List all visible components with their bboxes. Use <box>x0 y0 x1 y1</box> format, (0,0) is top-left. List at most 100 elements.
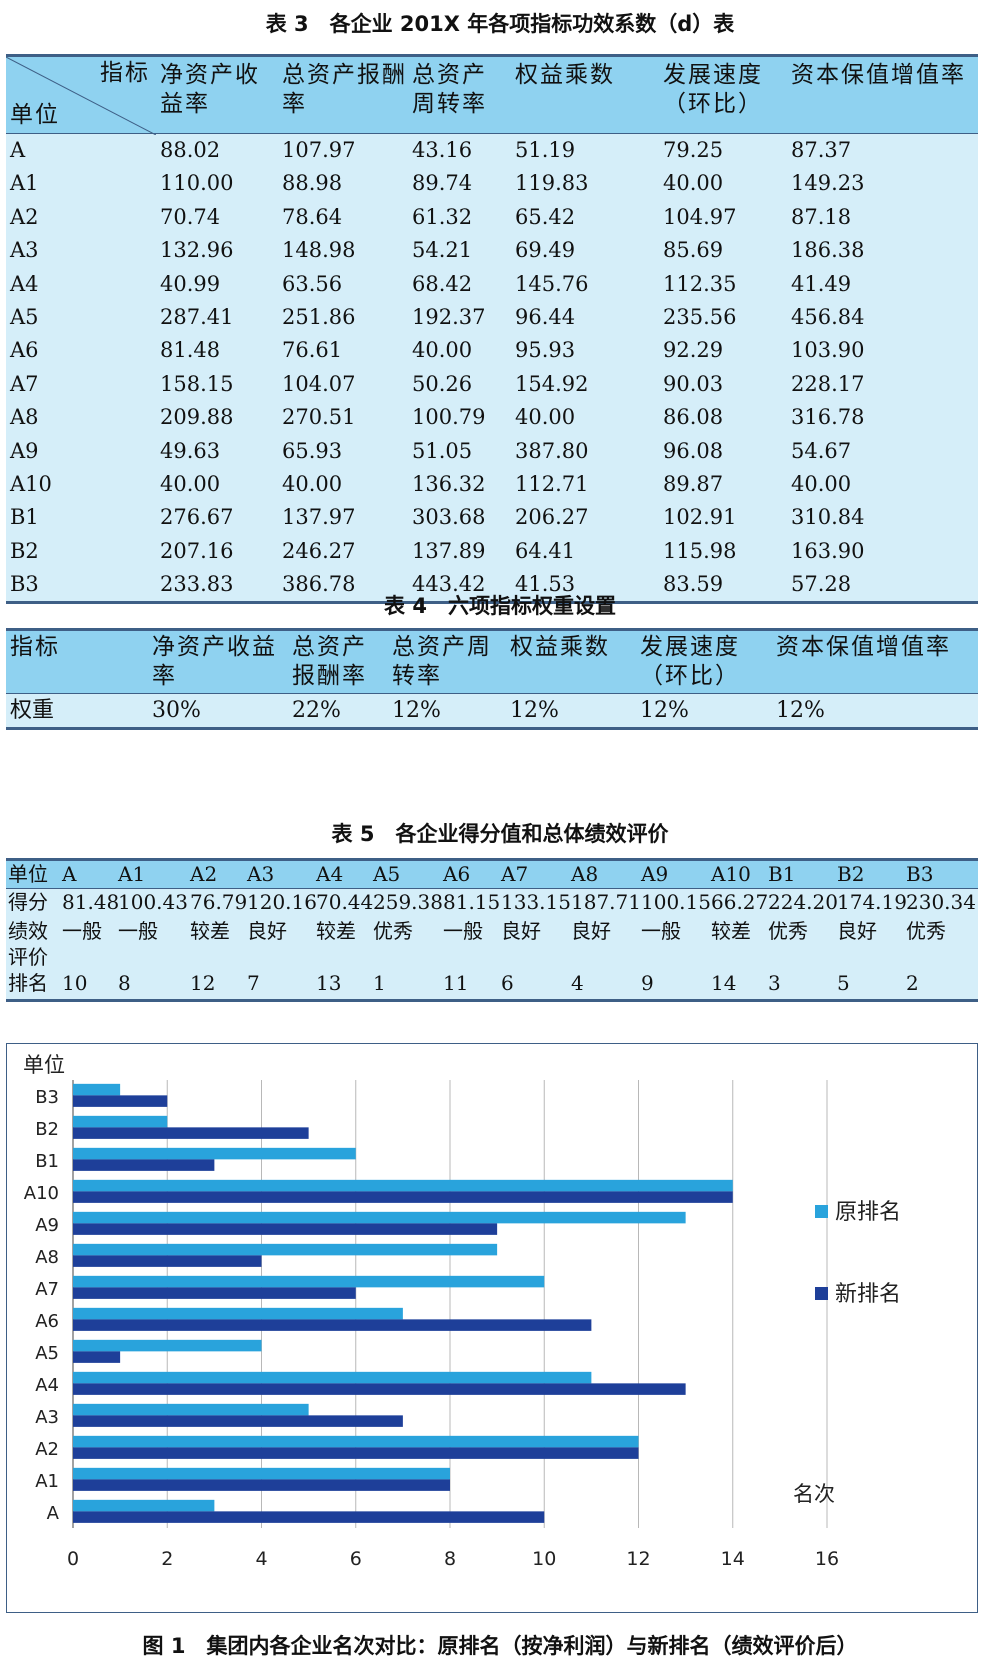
table5-rank-cell: 14 <box>711 971 737 995</box>
table3-value-cell: 54.21 <box>412 238 473 263</box>
table5-score-cell: 76.79 <box>190 890 248 914</box>
y-tick-label: A1 <box>35 1471 59 1492</box>
y-tick-label: A <box>47 1503 60 1524</box>
bar-new-rank <box>73 1511 545 1523</box>
table5-rank-cell: 7 <box>247 971 260 995</box>
table3-value-cell: 90.03 <box>663 371 724 396</box>
x-tick-label: 6 <box>350 1548 362 1570</box>
table4-cell: 12% <box>776 698 825 723</box>
bar-original-rank <box>73 1403 309 1416</box>
bar-new-rank <box>73 1415 403 1427</box>
table3-value-cell: 154.92 <box>515 371 589 396</box>
table3-value-cell: 83.59 <box>663 572 724 597</box>
bar-original-rank <box>73 1307 403 1320</box>
table3-value-cell: 145.76 <box>515 271 589 296</box>
table3-header-row: 指标 单位 净资产收益率 总资产报酬率 总资产周转率 权益乘数 发展速度（环比）… <box>6 55 978 135</box>
table5-score-cell: 70.44 <box>316 890 374 914</box>
x-tick-label: 8 <box>444 1548 456 1570</box>
bar-new-rank <box>73 1095 168 1107</box>
eval-label-line2: 评价 <box>8 945 48 969</box>
table3-unit-cell: B2 <box>10 538 39 563</box>
table5-score-row: 得分 81.48 100.43 76.79 120.16 70.44 259.38 81.1… <box>6 889 978 919</box>
x-tick-label: 12 <box>626 1548 650 1570</box>
bar-new-rank <box>73 1255 262 1267</box>
table5-score-cell: 100.15 <box>641 890 711 914</box>
table4-cell: 30% <box>152 698 201 723</box>
bar-new-rank <box>73 1223 498 1235</box>
table3-unit-cell: A5 <box>10 304 39 329</box>
bar-new-rank <box>73 1383 686 1395</box>
table3-row: A6 81.48 76.61 40.00 95.93 92.29 103.90 <box>6 334 978 367</box>
table5-unit-header: A8 <box>571 862 599 886</box>
table3-value-cell: 387.80 <box>515 438 589 463</box>
table5-unit-header: A5 <box>373 862 401 886</box>
table5-caption: 表 5 各企业得分值和总体绩效评价 <box>331 822 669 846</box>
table3-header-cell: 权益乘数 <box>515 62 615 88</box>
table3-value-cell: 96.08 <box>663 438 724 463</box>
table3-row: A3 132.96 148.98 54.21 69.49 85.69 186.38 <box>6 234 978 267</box>
table3-value-cell: 57.28 <box>791 572 852 597</box>
y-tick-label: A2 <box>35 1439 59 1460</box>
table5-score-cell: 224.20 <box>768 890 838 914</box>
table5-rank-cell: 13 <box>316 971 342 995</box>
table3-value-cell: 206.27 <box>515 505 589 530</box>
table3-value-cell: 40.99 <box>160 271 221 296</box>
table5-unit-header: A1 <box>118 862 146 886</box>
table3-value-cell: 76.61 <box>282 338 343 363</box>
table3-value-cell: 81.48 <box>160 338 221 363</box>
legend-label: 新排名 <box>835 1282 901 1307</box>
table4-cell: 12% <box>510 698 559 723</box>
table3-row: B3 233.83 386.78 443.42 41.53 83.59 57.28 <box>6 568 978 603</box>
table3-value-cell: 228.17 <box>791 371 865 396</box>
table5-unit-header: B2 <box>837 862 865 886</box>
bar-original-rank <box>73 1083 121 1096</box>
table3-value-cell: 163.90 <box>791 538 865 563</box>
table5-rank-cell: 4 <box>571 971 584 995</box>
table3-value-cell: 41.53 <box>515 572 576 597</box>
table3-unit-cell: A6 <box>10 338 39 363</box>
table3-row: A5 287.41 251.86 192.37 96.44 235.56 456.84 <box>6 301 978 334</box>
table4-cell: 12% <box>392 698 441 723</box>
table3-value-cell: 63.56 <box>282 271 343 296</box>
y-tick-label: A9 <box>35 1215 59 1236</box>
table5-header-label: 单位 <box>8 862 48 886</box>
figure1-caption: 图 1 集团内各企业名次对比：原排名（按净利润）与新排名（绩效评价后） <box>142 1634 858 1658</box>
table3-value-cell: 88.98 <box>282 171 343 196</box>
y-tick-label: A6 <box>35 1311 59 1332</box>
table3-row: B1 276.67 137.97 303.68 206.27 102.91 310.84 <box>6 501 978 534</box>
bar-new-rank <box>73 1447 639 1459</box>
table3-value-cell: 112.71 <box>515 471 589 496</box>
table5-eval-cell: 优秀 <box>906 919 946 943</box>
table3-value-cell: 100.79 <box>412 405 486 430</box>
table4-header-cell: 发展速度（环比） <box>640 634 740 689</box>
table3-value-cell: 107.97 <box>282 138 356 162</box>
rank-comparison-chart: A A1 A2 A3 A4 A5 A6 A7 A8 A9 A10 B1 B2 B3 0 2 4 6 8 10 12 14 1… <box>6 1043 978 1613</box>
table3-value-cell: 102.91 <box>663 505 737 530</box>
table3-value-cell: 287.41 <box>160 304 234 329</box>
table3-header-cell: 发展速度（环比） <box>663 62 763 117</box>
table3-value-cell: 89.74 <box>412 171 473 196</box>
x-axis-label: 名次 <box>793 1482 835 1506</box>
table3-caption: 表 3 各企业 201X 年各项指标功效系数（d）表 <box>265 12 735 36</box>
table3-row: B2 207.16 246.27 137.89 64.41 115.98 163.90 <box>6 535 978 568</box>
table5-score-cell: 259.38 <box>373 890 443 914</box>
table5-eval-cell: 良好 <box>837 919 877 943</box>
table3-value-cell: 54.67 <box>791 438 852 463</box>
corner-diagonal-line <box>6 57 156 135</box>
bar-new-rank <box>73 1479 450 1491</box>
bar-original-rank <box>73 1147 356 1160</box>
table5-unit-header: A3 <box>247 862 275 886</box>
table3-value-cell: 95.93 <box>515 338 576 363</box>
table5-header-row: 单位 A A1 A2 A3 A4 A5 A6 A7 A8 A9 A10 B1 B2 B3 <box>6 859 978 889</box>
table5-eval-cell: 良好 <box>501 919 541 943</box>
table4-header-cell: 权益乘数 <box>510 634 610 660</box>
corner-label-unit: 单位 <box>10 102 60 128</box>
table3-unit-cell: A3 <box>10 238 39 263</box>
table3-value-cell: 110.00 <box>160 171 234 196</box>
table4-cell: 12% <box>640 698 689 723</box>
table5-score-cell: 81.48 <box>62 890 120 914</box>
table3-value-cell: 137.97 <box>282 505 356 530</box>
table3-value-cell: 50.26 <box>412 371 473 396</box>
y-axis-label: 单位 <box>23 1053 65 1077</box>
chart-svg: A A1 A2 A3 A4 A5 A6 A7 A8 A9 A10 B1 B2 B3 0 2 4 6 8 10 12 14 1… <box>23 1053 901 1570</box>
